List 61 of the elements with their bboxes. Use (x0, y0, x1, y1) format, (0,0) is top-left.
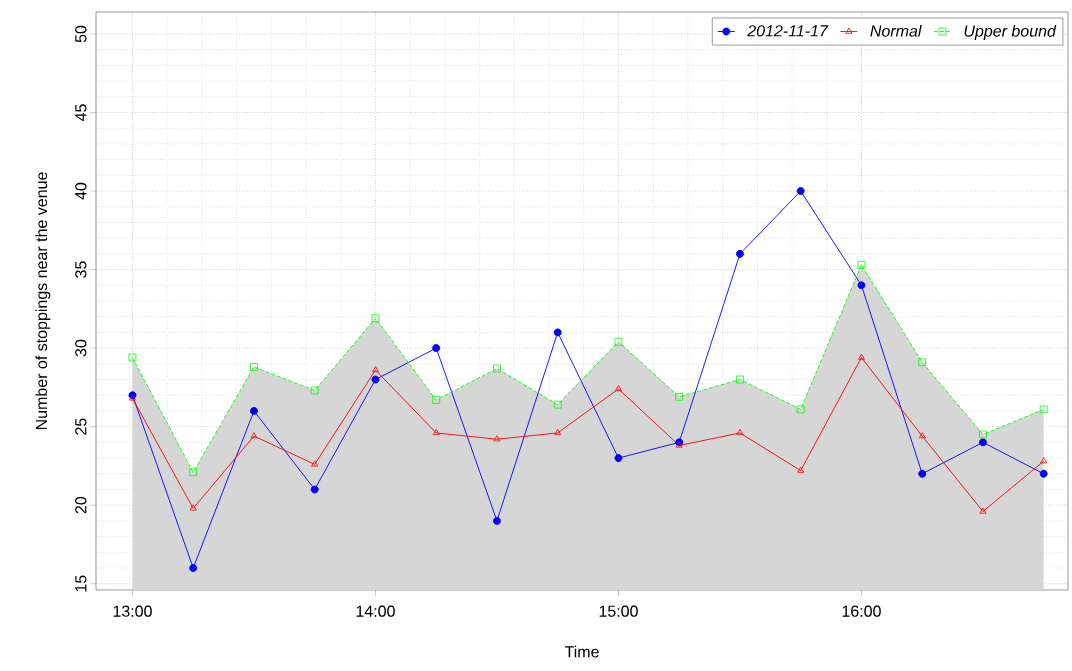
point (189, 504, 197, 511)
x-tick-label: 15:00 (599, 605, 638, 617)
point (310, 386, 319, 395)
y-axis-title: Number of stoppings near the venue (35, 172, 51, 430)
legend-label: Upper bound (964, 24, 1057, 40)
y-tick-label: 45 (75, 104, 87, 122)
point (857, 281, 866, 290)
x-tick-label: 16:00 (842, 605, 881, 617)
point (493, 364, 501, 373)
point (675, 392, 684, 401)
y-tick-label: 25 (75, 418, 87, 435)
point (979, 430, 987, 439)
point (918, 358, 927, 367)
point (432, 429, 440, 436)
legend-label: Normal (870, 24, 922, 37)
point (614, 454, 623, 462)
point (311, 460, 319, 467)
point (857, 260, 866, 269)
y-tick-label: 40 (75, 182, 87, 200)
point (553, 328, 562, 337)
point (371, 375, 380, 384)
x-axis-title: Time (564, 645, 599, 658)
point (979, 507, 987, 514)
point (372, 366, 379, 373)
y-tick-label: 50 (75, 25, 87, 43)
y-tick-label: 20 (75, 496, 87, 514)
point (858, 353, 865, 360)
point (553, 400, 562, 409)
point (614, 337, 623, 346)
point (432, 396, 441, 404)
point (310, 485, 319, 494)
point (736, 375, 744, 384)
x-tick-label: 14:00 (356, 605, 395, 617)
point (189, 564, 198, 572)
point (371, 314, 380, 323)
point (250, 363, 258, 371)
point (493, 435, 501, 442)
x-tick-label: 13:00 (113, 605, 152, 617)
y-tick-label: 35 (75, 261, 87, 278)
point (918, 469, 927, 478)
point (128, 353, 137, 362)
point (250, 432, 258, 439)
point (432, 344, 441, 353)
point (736, 429, 744, 436)
point (796, 405, 805, 414)
point (493, 516, 501, 525)
point (979, 438, 987, 447)
point (250, 406, 258, 415)
point (615, 385, 622, 392)
point (1040, 457, 1048, 464)
point (554, 429, 562, 436)
point (1039, 469, 1048, 478)
point (796, 187, 805, 195)
y-tick-label: 15 (75, 575, 87, 592)
point (1039, 405, 1048, 414)
point (797, 466, 805, 473)
point (918, 432, 926, 439)
y-tick-label: 30 (75, 339, 87, 357)
point (736, 249, 744, 258)
legend-label: 2012-11-17 (747, 25, 829, 37)
point (189, 468, 198, 477)
